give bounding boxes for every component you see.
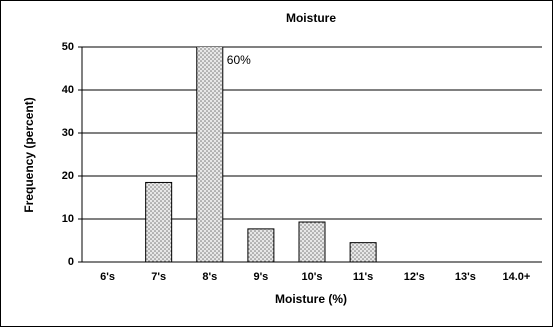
y-axis-label: Frequency (percent)	[22, 97, 36, 212]
y-tick-label: 30	[62, 127, 74, 139]
bar	[145, 181, 173, 262]
y-tick-label: 50	[62, 41, 74, 53]
bars	[145, 47, 377, 262]
bar	[349, 242, 377, 262]
bar	[247, 228, 275, 262]
bar	[298, 221, 326, 262]
x-tick-label: 6's	[100, 271, 115, 283]
y-tick-label: 10	[62, 213, 74, 225]
x-tick-label: 9's	[253, 271, 268, 283]
x-tick-label: 10's	[302, 271, 323, 283]
y-tick-label: 0	[68, 256, 74, 268]
x-tick-label: 13's	[455, 271, 476, 283]
x-tick-label: 8's	[202, 271, 217, 283]
y-tick-label: 20	[62, 170, 74, 182]
x-tick-label: 7's	[151, 271, 166, 283]
x-tick-label: 12's	[404, 271, 425, 283]
x-axis-label: Moisture (%)	[275, 292, 347, 306]
chart-title: Moisture	[286, 11, 336, 25]
x-tick-label: 14.0+	[503, 271, 531, 283]
value-label: 60%	[227, 53, 251, 67]
x-tick-label: 11's	[353, 271, 373, 283]
bar	[196, 47, 224, 262]
y-tick-label: 40	[62, 84, 74, 96]
